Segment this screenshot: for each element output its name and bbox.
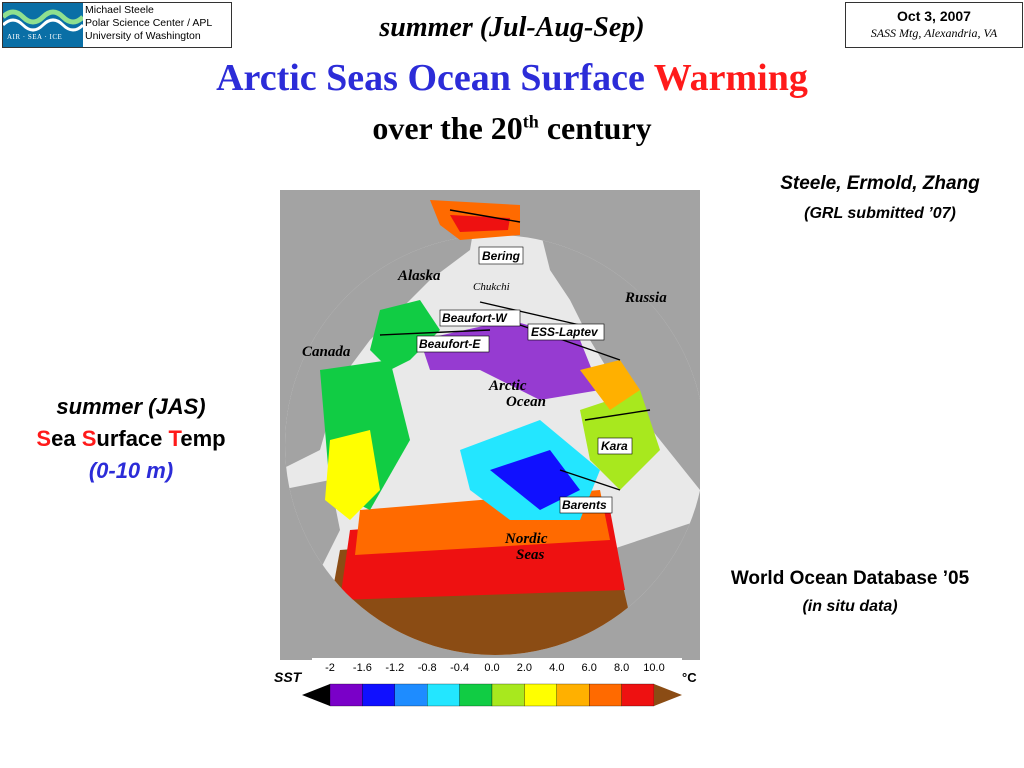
legend-tick-label: 4.0 — [549, 662, 564, 674]
legend-swatch — [556, 683, 590, 707]
title-main-red: Warming — [653, 57, 808, 99]
sst-map: Alaska Russia Canada Arctic Ocean Nordic… — [280, 190, 700, 660]
label-canada: Canada — [302, 344, 351, 360]
box-chukchi: Chukchi — [473, 281, 510, 293]
legend-swatch — [621, 683, 655, 707]
variable-name: Sea Surface Temp — [36, 426, 226, 451]
legend-tick-label: -0.8 — [418, 662, 437, 674]
sst-map-svg: Alaska Russia Canada Arctic Ocean Nordic… — [280, 190, 700, 660]
variable-season: summer (JAS) — [56, 394, 206, 419]
title-main: Arctic Seas Ocean Surface Warming — [0, 56, 1024, 100]
logo-image: AIR · SEA · ICE — [3, 3, 83, 47]
legend-tick-label: -2 — [325, 662, 335, 674]
legend-swatch — [329, 683, 363, 707]
label-russia: Russia — [624, 290, 667, 306]
legend-swatch — [589, 683, 622, 707]
legend-swatch — [427, 683, 460, 707]
legend-swatch — [362, 683, 395, 707]
data-source: World Ocean Database ’05 — [730, 568, 970, 589]
label-arctic: Arctic — [488, 378, 527, 394]
color-legend: -2 -1.6 -1.2 -0.8 -0.4 0.0 2.0 4.0 6.0 8.0 10.0 SS… — [272, 658, 702, 708]
legend-swatch — [459, 683, 493, 707]
label-seas: Seas — [516, 547, 545, 563]
legend-tick-label: -1.2 — [385, 662, 404, 674]
legend-tick-label: 10.0 — [643, 662, 664, 674]
logo-wordmark: AIR · SEA · ICE — [7, 33, 63, 41]
logo-block: AIR · SEA · ICE Michael Steele Polar Sci… — [2, 2, 232, 48]
date-text: Oct 3, 2007 — [897, 8, 971, 24]
presenter-name: Michael Steele — [85, 4, 154, 16]
title-season: summer (Jul-Aug-Sep) — [379, 12, 645, 43]
label-ocean: Ocean — [506, 394, 546, 410]
title-main-blue: Arctic Seas Ocean Surface — [216, 57, 645, 99]
box-ess-laptev: ESS-Laptev — [531, 325, 599, 339]
wave-logo-icon — [3, 3, 83, 47]
title-sub: over the 20th century — [0, 110, 1024, 147]
data-type: (in situ data) — [802, 598, 898, 615]
logo-text: Michael Steele Polar Science Center / AP… — [85, 4, 212, 43]
legend-tick-label: 8.0 — [614, 662, 629, 674]
legend-tick-label: 6.0 — [582, 662, 597, 674]
label-alaska: Alaska — [397, 268, 441, 284]
title-sub-sup: th — [522, 111, 539, 132]
date-box: Oct 3, 2007 SASS Mtg, Alexandria, VA — [845, 2, 1023, 48]
presenter-university: University of Washington — [85, 30, 201, 42]
title-sub-pre: over the 20 — [372, 110, 523, 146]
box-beaufort-w: Beaufort-W — [442, 311, 508, 325]
presenter-affiliation: Polar Science Center / APL — [85, 17, 213, 29]
legend-swatch — [524, 683, 557, 707]
legend-unit: °C — [682, 670, 697, 685]
journal-note: (GRL submitted ’07) — [804, 205, 956, 222]
variable-label: summer (JAS) Sea Surface Temp (0-10 m) — [0, 394, 262, 484]
title-sub-post: century — [538, 110, 652, 146]
box-bering: Bering — [482, 249, 521, 263]
legend-label: SST — [274, 669, 303, 685]
box-kara: Kara — [601, 439, 628, 453]
variable-depth: (0-10 m) — [88, 458, 174, 483]
legend-swatch — [491, 683, 525, 707]
legend-tick-label: -1.6 — [353, 662, 372, 674]
legend-tick-label: 2.0 — [517, 662, 532, 674]
meeting-text: SASS Mtg, Alexandria, VA — [870, 26, 998, 40]
legend-swatch — [394, 683, 428, 707]
box-barents: Barents — [562, 498, 607, 512]
legend-tick-label: -0.4 — [450, 662, 469, 674]
legend-svg: -2 -1.6 -1.2 -0.8 -0.4 0.0 2.0 4.0 6.0 8.0 10.0 SS… — [274, 658, 697, 707]
legend-arrow-low — [302, 684, 330, 706]
box-beaufort-e: Beaufort-E — [419, 337, 481, 351]
authors: Steele, Ermold, Zhang — [780, 173, 980, 194]
label-nordic: Nordic — [504, 531, 548, 547]
legend-tick-label: 0.0 — [484, 662, 499, 674]
legend-arrow-high — [654, 684, 682, 706]
